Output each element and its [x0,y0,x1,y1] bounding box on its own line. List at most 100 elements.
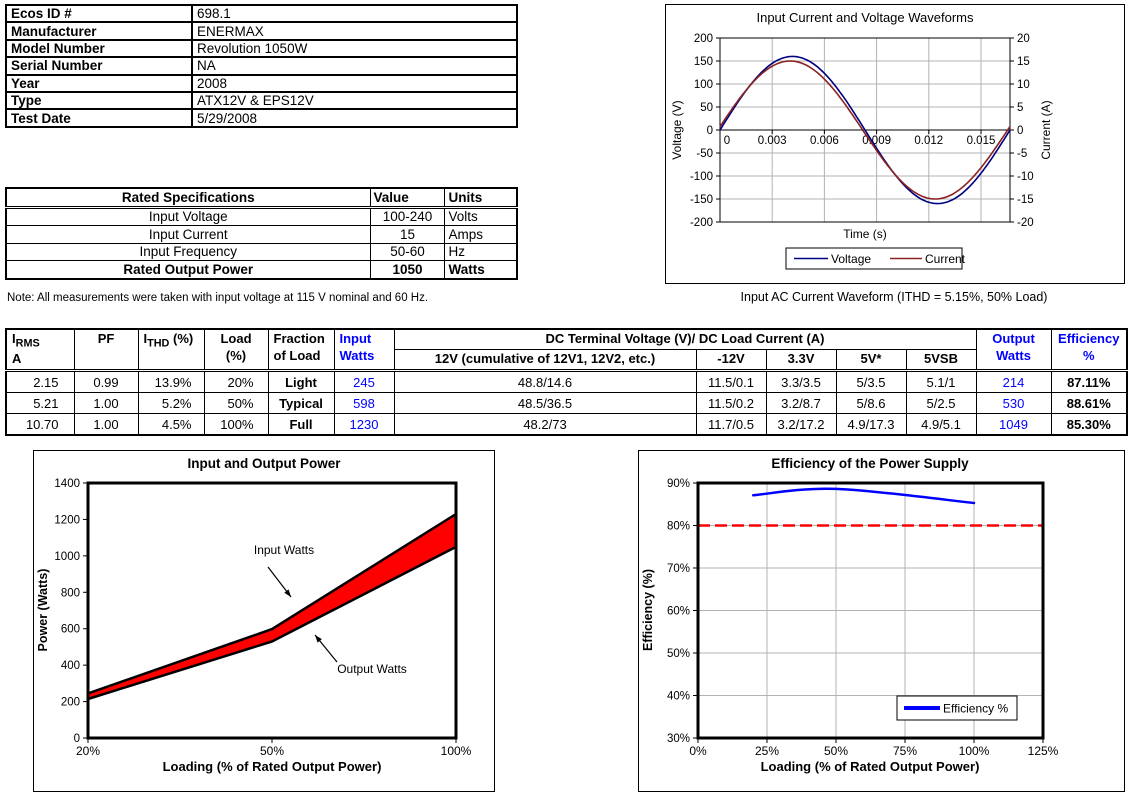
load-percent-value: 50% [203,392,269,415]
svg-text:Efficiency of the Power Supply: Efficiency of the Power Supply [771,456,969,471]
waveform-legend: Voltage Current [785,247,966,270]
load-percent-value: 20% [203,370,269,394]
svg-text:0: 0 [74,733,80,745]
rated-output-power-row: Rated Output Power 1050 Watts [5,260,518,279]
svg-text:1000: 1000 [54,551,80,563]
neg12v-value: 11.7/0.5 [695,413,767,436]
irms-value: 10.70 [5,413,75,436]
svg-text:80%: 80% [667,521,690,533]
input-watts-value: 1230 [333,413,395,436]
rated-spec-row: Input Frequency 50-60 Hz [5,242,518,261]
efficiency-chart: Efficiency of the Power Supply 30% 40% 50% 6… [638,450,1125,792]
efficiency-value: 88.61% [1050,392,1128,415]
5v-value: 5/3.5 [835,370,907,394]
fraction-value: Typical [267,392,335,415]
svg-text:-50: -50 [696,148,713,160]
svg-text:-100: -100 [690,171,713,183]
spec-units: Hz [444,242,518,261]
3v3-subheader: 3.3V [765,349,837,373]
12v-value: 48.5/36.5 [393,392,697,415]
svg-text:0%: 0% [689,744,707,758]
spec-value: 15 [369,225,446,244]
svg-text:Input and Output Power: Input and Output Power [188,456,342,471]
svg-text:20: 20 [1017,33,1030,45]
spec-value: 100-240 [369,206,446,226]
info-value: ATX12V & EPS12V [191,90,518,111]
pf-column-header: PF [73,328,139,373]
info-row: Test Date 5/29/2008 [5,108,518,128]
power-svg: Input and Output Power 0 200 400 600 800 1000 1… [36,456,472,774]
ithd-column-header: ITHD (%) [137,328,205,373]
svg-text:Current (A): Current (A) [1039,100,1053,159]
svg-text:0.006: 0.006 [810,135,839,147]
load-table-header-row-2: 12V (cumulative of 12V1, 12V2, etc.) -12… [6,349,1127,373]
current-curve [719,60,1011,200]
svg-text:50: 50 [700,102,713,114]
neg12v-value: 11.5/0.2 [695,392,767,415]
neg12v-subheader: -12V [695,349,767,373]
5vsb-value: 5/2.5 [905,392,977,415]
svg-text:Efficiency (%): Efficiency (%) [641,569,655,651]
3v3-value: 3.2/8.7 [765,392,837,415]
info-value: 2008 [191,73,518,93]
svg-text:75%: 75% [893,744,917,758]
svg-text:0.015: 0.015 [967,135,996,147]
svg-text:Current: Current [925,252,966,266]
load-table-header-row-1: IRMS A PF ITHD (%) Load (%) Fraction of Lo… [5,328,1128,373]
svg-text:Voltage: Voltage [831,252,871,266]
5vsb-value: 5.1/1 [905,370,977,394]
svg-text:-10: -10 [1017,171,1034,183]
svg-text:-20: -20 [1017,217,1034,229]
rated-specs-table: Rated Specifications Value Units Input V… [5,187,518,280]
pf-value: 1.00 [73,392,139,415]
3v3-value: 3.2/17.2 [765,413,837,436]
fraction-value: Light [267,370,335,394]
rated-specs-title: Rated Specifications [5,187,371,209]
input-watts-value: 245 [333,370,395,394]
svg-text:600: 600 [61,624,80,636]
svg-text:200: 200 [61,697,80,709]
load-percent-value: 100% [203,413,269,436]
info-label: Serial Number [5,56,193,76]
svg-text:Power (Watts): Power (Watts) [36,569,50,652]
12v-value: 48.8/14.6 [393,370,697,394]
svg-text:30%: 30% [667,733,690,745]
svg-text:0: 0 [724,135,730,147]
spec-name: Input Voltage [5,206,371,226]
spec-units: Volts [444,206,518,226]
svg-text:25%: 25% [755,744,779,758]
svg-text:70%: 70% [667,563,690,575]
rated-spec-row: Input Voltage 100-240 Volts [5,206,518,226]
svg-text:0: 0 [707,125,713,137]
svg-text:Time (s): Time (s) [843,227,887,241]
info-row: Model Number Revolution 1050W [5,38,518,59]
svg-text:Efficiency %: Efficiency % [943,702,1008,716]
svg-text:Loading (% of Rated Output Pow: Loading (% of Rated Output Power) [163,759,382,774]
fraction-column-header: Fraction of Load [267,328,335,373]
info-label: Type [5,90,193,111]
efficiency-value: 87.11% [1050,370,1128,394]
irms-value: 2.15 [5,370,75,394]
rated-spec-row: Input Current 15 Amps [5,225,518,244]
5v-value: 5/8.6 [835,392,907,415]
svg-text:0.012: 0.012 [914,135,943,147]
svg-text:400: 400 [61,660,80,672]
efficiency-legend: Efficiency % [896,695,1018,721]
svg-text:-15: -15 [1017,194,1034,206]
svg-text:50%: 50% [824,744,848,758]
svg-text:-200: -200 [690,217,713,229]
spec-value: 50-60 [369,242,446,261]
info-value: NA [191,56,518,76]
info-label: Ecos ID # [5,3,193,24]
svg-text:10: 10 [1017,79,1030,91]
svg-text:50%: 50% [667,648,690,660]
svg-text:200: 200 [694,33,713,45]
5vsb-subheader: 5VSB [905,349,977,373]
info-row: Type ATX12V & EPS12V [5,90,518,111]
output-watts-value: 530 [975,392,1052,415]
info-label: Test Date [5,108,193,128]
spec-name: Rated Output Power [5,260,371,279]
pf-value: 1.00 [73,413,139,436]
fraction-value: Full [267,413,335,436]
voltage-curve [719,55,1011,205]
